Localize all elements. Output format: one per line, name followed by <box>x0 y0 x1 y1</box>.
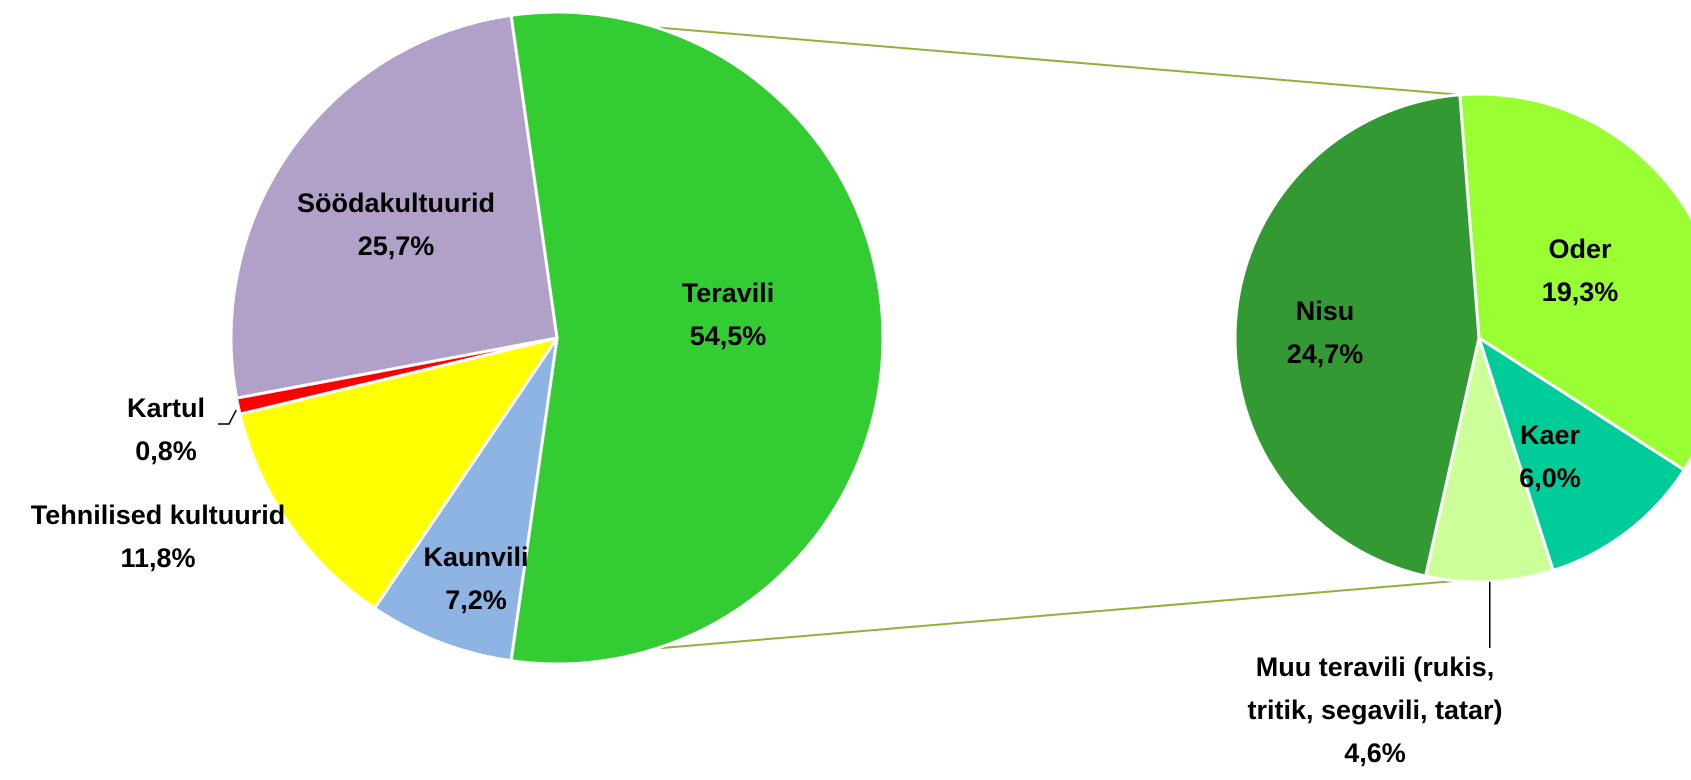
data-label-soodakultuurid: Söödakultuurid 25,7% <box>297 188 495 261</box>
secondary-slice-kaer <box>1477 336 1686 572</box>
main-slice-kaunvili <box>373 336 559 663</box>
main-slice-teravili <box>509 10 885 666</box>
data-label-oder: Oder 19,3% <box>1542 234 1619 307</box>
data-label-kaunvili: Kaunvili 7,2% <box>423 542 528 615</box>
data-label-nisu: Nisu 24,7% <box>1287 296 1364 369</box>
data-label-kartul: Kartul 0,8% <box>127 393 205 466</box>
leader-line-kartul <box>218 409 237 425</box>
data-label-kaer: Kaer 6,0% <box>1519 420 1581 493</box>
main-slice-tehnilised-kultuurid <box>238 336 559 610</box>
secondary-slice-nisu <box>1233 93 1481 578</box>
connector-lines <box>510 14 1460 662</box>
data-labels: Teravili 54,5% Kaunvili 7,2% Tehnilised kult… <box>31 188 1619 768</box>
connector-line-top <box>510 14 1460 96</box>
main-slice-soodakultuurid <box>229 13 559 400</box>
main-pie <box>229 10 885 666</box>
connector-line-bottom <box>510 579 1456 662</box>
data-label-muu-teravili-rukis-tritik-segavili-tatar: Muu teravili (rukis, tritik, segavili, ta… <box>1247 652 1502 768</box>
data-label-tehnilised-kultuurid: Tehnilised kultuurid 11,8% <box>31 500 286 573</box>
secondary-pie <box>1233 92 1691 584</box>
data-label-teravili: Teravili 54,5% <box>682 278 775 351</box>
secondary-slice-oder <box>1458 92 1691 472</box>
